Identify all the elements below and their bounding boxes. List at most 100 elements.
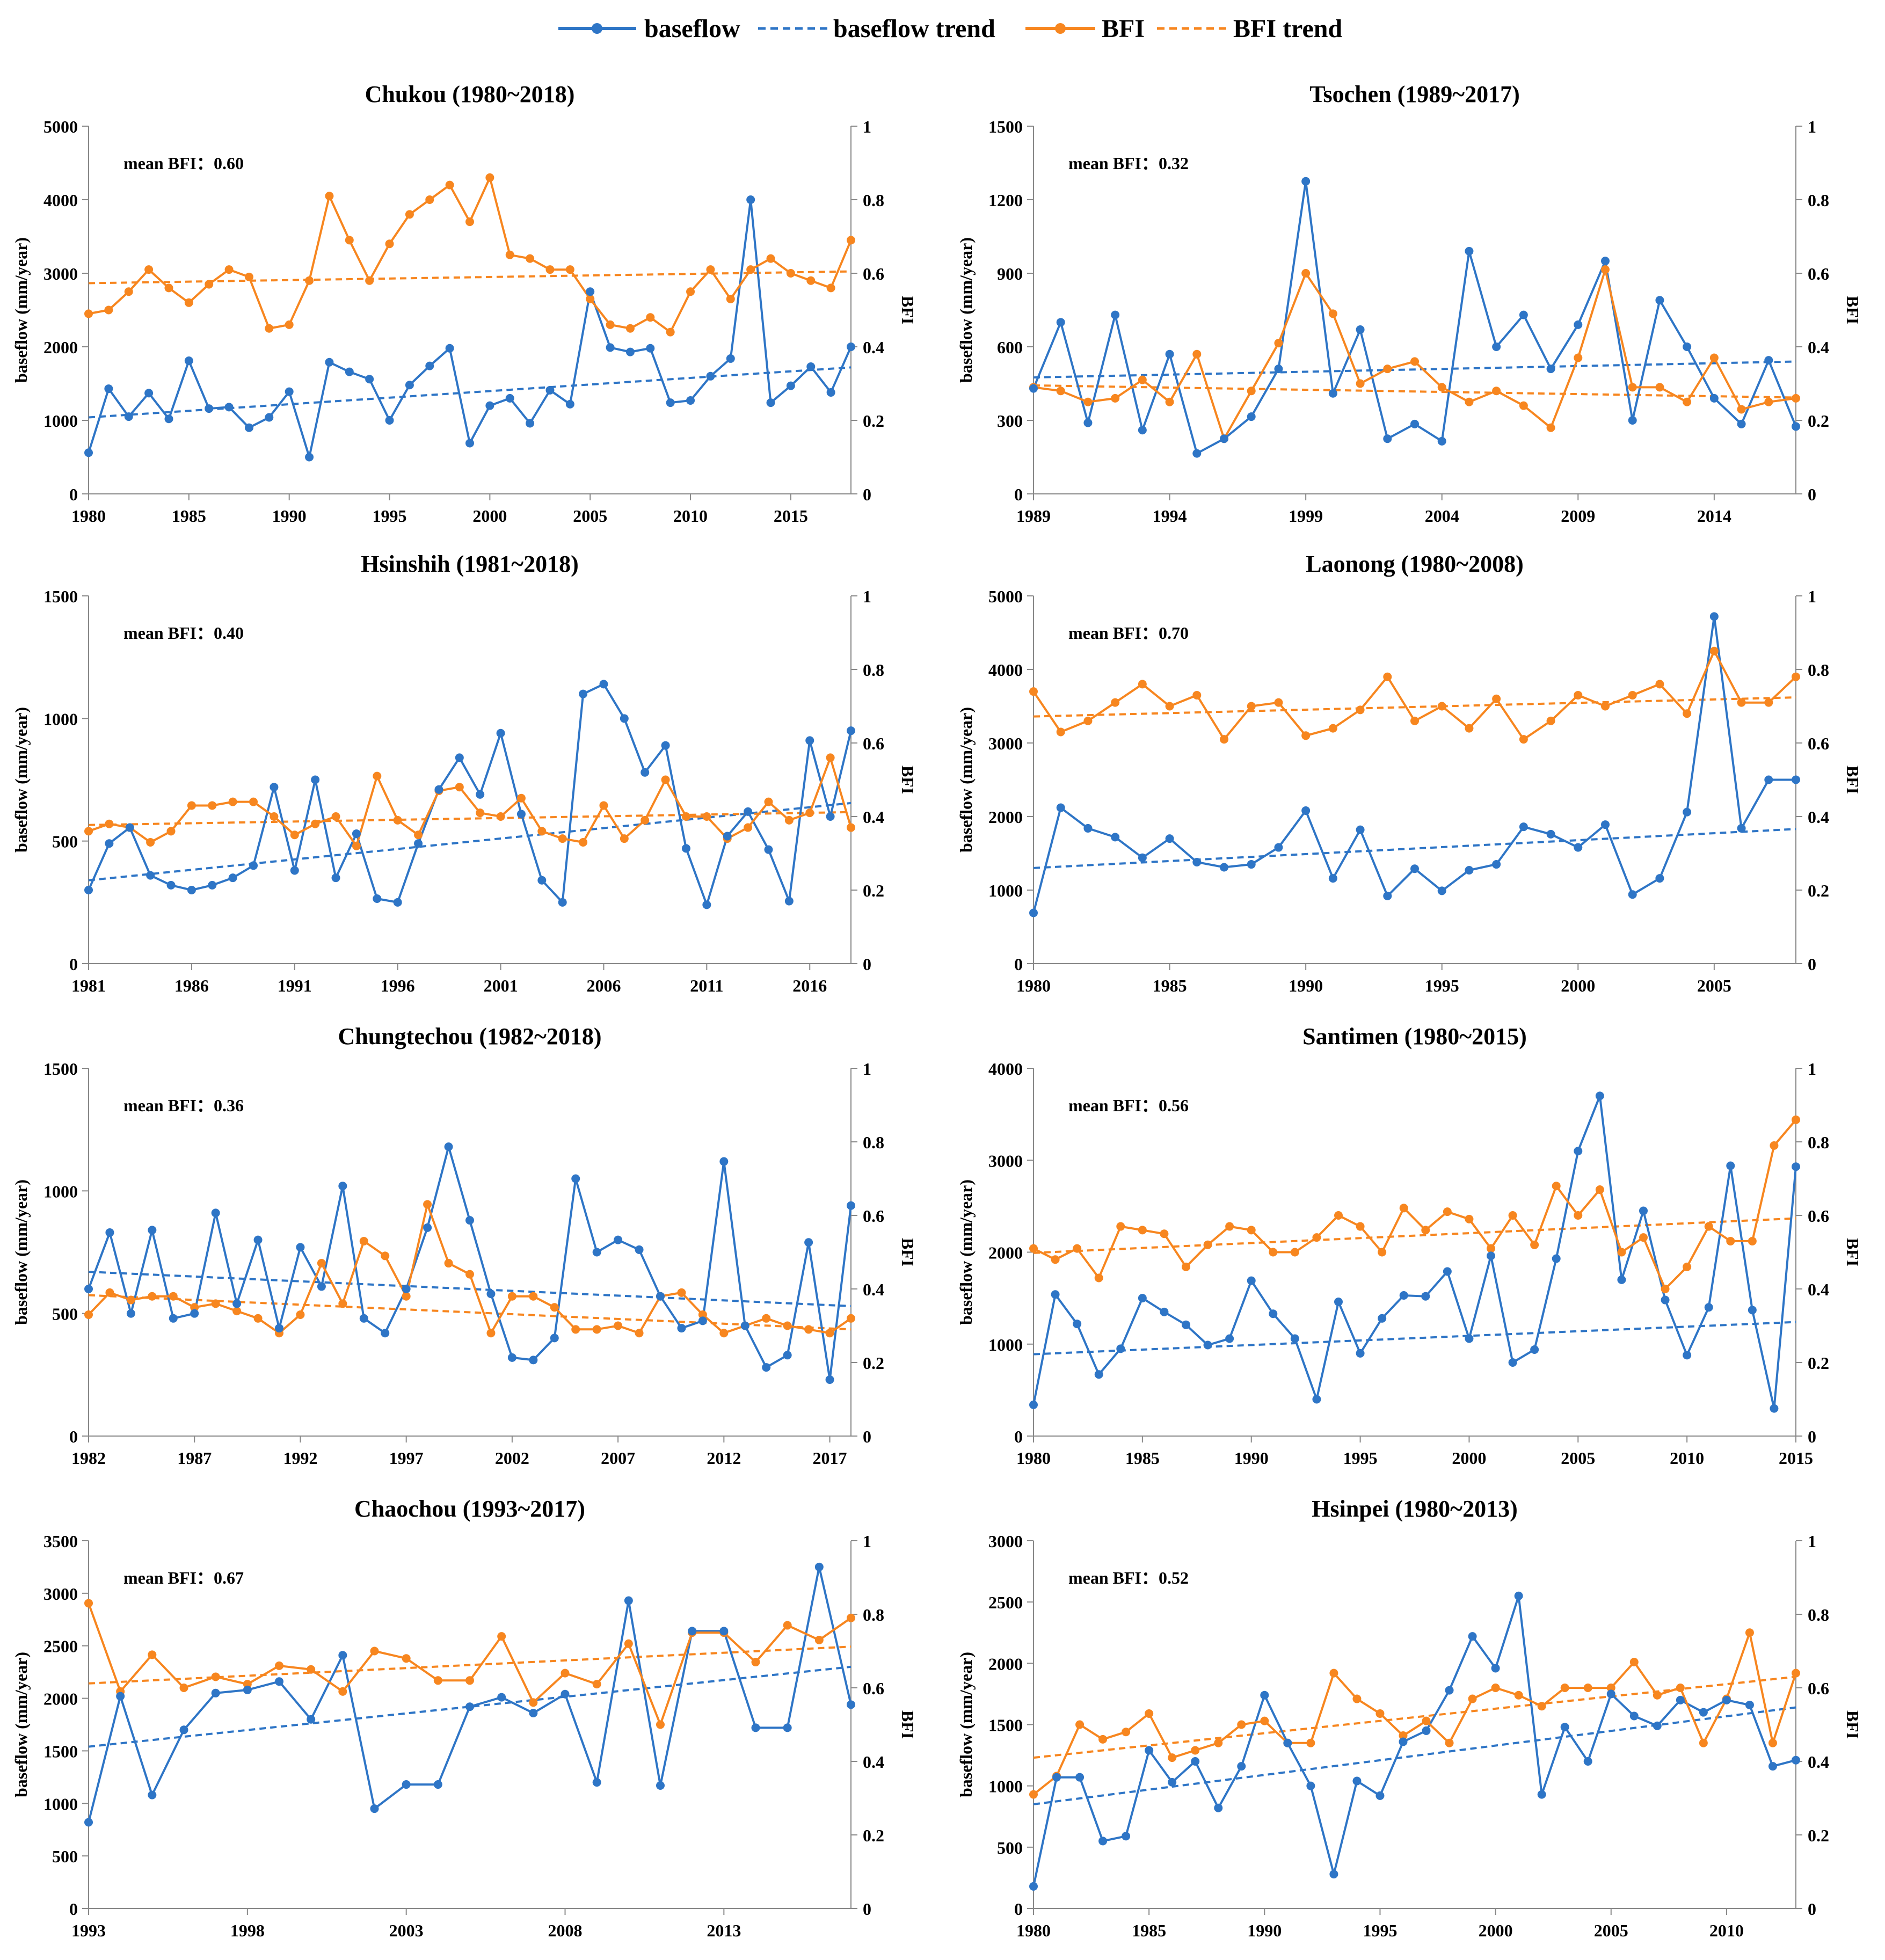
bfi-point: [359, 1236, 368, 1245]
bfi-point: [1683, 709, 1692, 718]
mean-bfi-annotation: mean BFI：0.67: [123, 1568, 244, 1587]
baseflow-point: [205, 404, 214, 413]
baseflow-point: [1699, 1708, 1708, 1717]
baseflow-series-line: [88, 199, 852, 462]
bfi-point: [433, 1676, 442, 1685]
bfi-point: [1356, 1222, 1365, 1231]
baseflow-point: [529, 1708, 538, 1717]
bfi-point: [1375, 1709, 1385, 1718]
y2-tick-label: 0.4: [863, 338, 884, 357]
x-tick-label: 1995: [1363, 1921, 1397, 1940]
baseflow-series-line: [88, 682, 852, 908]
baseflow-point: [1655, 874, 1664, 883]
bfi-point: [1056, 727, 1065, 737]
chart-panel: Santimen (1980~2015) 0 1000 2000 3000 4000 0 0.…: [956, 1023, 1862, 1468]
legend-bfi-marker: [1055, 23, 1066, 34]
y2-axis-label: BFI: [898, 1710, 918, 1739]
y-tick-label: 600: [997, 338, 1023, 357]
baseflow-point: [723, 832, 732, 841]
baseflow-point: [516, 810, 526, 819]
bfi-point: [825, 1329, 834, 1338]
baseflow-point: [746, 195, 755, 204]
bfi-point: [455, 783, 464, 792]
baseflow-point: [586, 287, 595, 296]
bfi-point: [385, 239, 394, 249]
baseflow-point: [1237, 1762, 1246, 1771]
baseflow-point: [620, 714, 629, 723]
bfi-point: [208, 801, 217, 810]
baseflow-trend-line: [1033, 360, 1796, 379]
chart-title: Tsochen (1989~2017): [1309, 81, 1520, 107]
baseflow-point: [1051, 1290, 1060, 1299]
bfi-point: [1274, 339, 1283, 348]
baseflow-point: [847, 343, 855, 351]
baseflow-point: [1274, 843, 1283, 852]
y-axis-label: baseflow (mm/year): [11, 237, 31, 383]
y-tick-label: 2000: [988, 1654, 1023, 1673]
bfi-point: [1574, 353, 1583, 362]
bfi-point: [1312, 1233, 1321, 1242]
bfi-trend-line: [1033, 696, 1796, 718]
bfi-point: [228, 797, 237, 806]
y-tick-label: 1500: [988, 1716, 1023, 1735]
bfi-point: [529, 1698, 538, 1707]
chart-title: Hsinpei (1980~2013): [1312, 1496, 1517, 1522]
bfi-point: [1487, 1244, 1495, 1253]
baseflow-point: [1574, 843, 1583, 852]
bfi-point: [1138, 375, 1147, 384]
baseflow-point: [1075, 1773, 1085, 1782]
baseflow-point: [228, 873, 237, 883]
x-tick-label: 2006: [586, 976, 621, 995]
bfi-point: [1726, 1236, 1735, 1245]
bfi-point: [1056, 387, 1065, 396]
bfi-point: [1182, 1262, 1190, 1271]
baseflow-point: [677, 1324, 686, 1333]
y-axis-label: baseflow (mm/year): [11, 1652, 31, 1797]
y-tick-label: 0: [69, 485, 78, 504]
y-tick-label: 2000: [43, 1689, 78, 1709]
baseflow-point: [579, 689, 588, 698]
y-axis-label: baseflow (mm/year): [956, 1179, 976, 1325]
baseflow-point: [1410, 864, 1419, 873]
bfi-point: [370, 1646, 379, 1656]
baseflow-point: [1726, 1161, 1735, 1170]
bfi-point: [1764, 397, 1773, 406]
bfi-point: [84, 1599, 93, 1608]
bfi-point: [1029, 1244, 1038, 1253]
baseflow-point: [1639, 1206, 1648, 1215]
bfi-point: [592, 1680, 601, 1689]
baseflow-point: [606, 343, 615, 352]
baseflow-point: [1792, 422, 1800, 431]
baseflow-point: [445, 344, 454, 353]
x-tick-label: 1998: [230, 1921, 265, 1940]
x-tick-label: 2010: [1670, 1448, 1704, 1468]
y2-axis-label: BFI: [898, 1238, 918, 1266]
baseflow-point: [1306, 1781, 1315, 1790]
baseflow-point: [381, 1329, 390, 1338]
bfi-point: [641, 815, 650, 825]
x-tick-label: 2005: [1594, 1921, 1628, 1940]
baseflow-point: [1356, 1349, 1365, 1358]
bfi-point: [211, 1672, 220, 1681]
bfi-point: [847, 1314, 855, 1323]
mean-bfi-annotation: mean BFI：0.32: [1068, 154, 1189, 173]
baseflow-point: [558, 898, 567, 907]
bfi-point: [526, 254, 535, 263]
bfi-point: [1073, 1244, 1082, 1253]
baseflow-point: [764, 845, 773, 854]
baseflow-point: [84, 886, 93, 894]
bfi-point: [1792, 1668, 1800, 1678]
legend-baseflow-marker: [592, 23, 602, 34]
baseflow-trend-line: [88, 1665, 851, 1748]
bfi-point: [285, 320, 294, 329]
bfi-trend-line: [88, 1645, 851, 1685]
baseflow-point: [1383, 434, 1392, 443]
bfi-point: [1274, 698, 1283, 707]
y2-tick-label: 0.2: [1808, 881, 1829, 900]
y2-tick-label: 0.4: [1808, 807, 1829, 827]
baseflow-point: [126, 1309, 135, 1318]
x-tick-label: 2016: [792, 976, 827, 995]
bfi-point: [826, 283, 835, 293]
baseflow-series-line: [1032, 1595, 1796, 1887]
